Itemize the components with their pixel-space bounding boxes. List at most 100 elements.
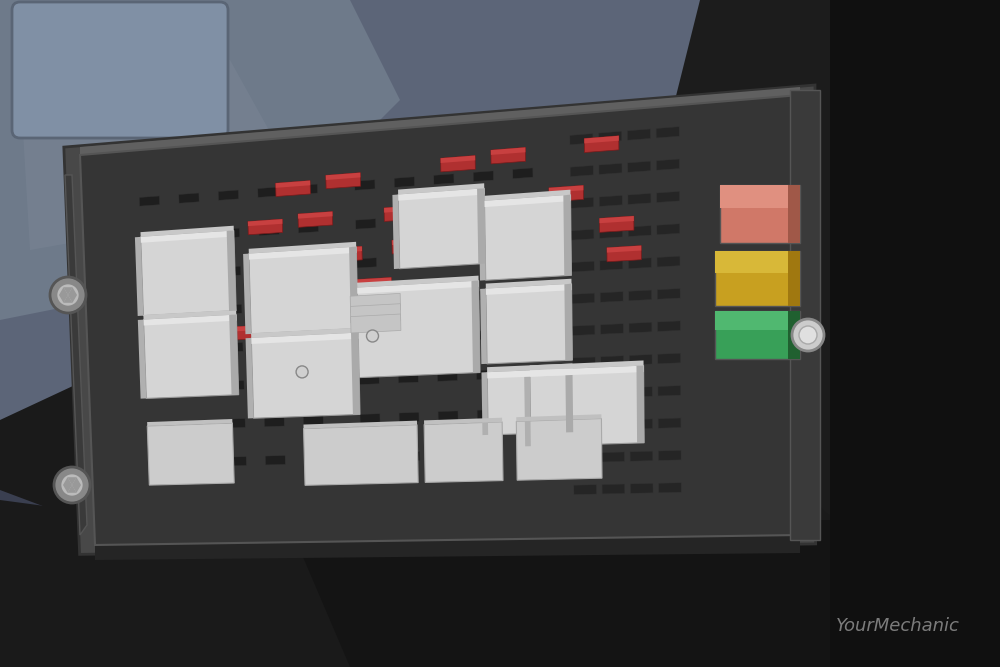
Polygon shape (392, 238, 426, 245)
Polygon shape (427, 198, 462, 205)
Polygon shape (441, 155, 475, 163)
Polygon shape (221, 266, 241, 276)
Polygon shape (135, 237, 143, 316)
Bar (715, 311, 800, 330)
Polygon shape (628, 193, 651, 204)
Polygon shape (68, 477, 76, 485)
Polygon shape (359, 375, 379, 385)
Bar (715, 311, 800, 359)
Polygon shape (572, 325, 595, 336)
Polygon shape (600, 227, 623, 238)
Polygon shape (516, 418, 602, 480)
Polygon shape (303, 416, 323, 426)
Polygon shape (437, 372, 457, 382)
Polygon shape (481, 372, 488, 435)
Polygon shape (628, 161, 651, 172)
Polygon shape (357, 297, 378, 307)
Polygon shape (63, 477, 72, 485)
Polygon shape (223, 342, 243, 352)
Polygon shape (326, 173, 361, 189)
Polygon shape (563, 195, 571, 275)
Polygon shape (395, 216, 415, 227)
Polygon shape (263, 379, 283, 388)
Bar (788, 185, 800, 243)
Polygon shape (182, 306, 203, 316)
Polygon shape (350, 293, 400, 313)
Polygon shape (513, 208, 533, 219)
Polygon shape (479, 201, 486, 281)
Circle shape (56, 283, 80, 307)
Polygon shape (477, 188, 485, 264)
Polygon shape (486, 279, 572, 289)
Polygon shape (659, 483, 681, 493)
Bar (788, 311, 800, 359)
Polygon shape (599, 163, 622, 175)
Polygon shape (222, 304, 242, 314)
Polygon shape (392, 195, 400, 269)
Polygon shape (434, 174, 454, 185)
Polygon shape (59, 287, 68, 295)
Polygon shape (251, 333, 360, 418)
Polygon shape (601, 323, 623, 334)
Polygon shape (477, 410, 497, 420)
Polygon shape (601, 420, 624, 430)
Polygon shape (248, 219, 282, 226)
Polygon shape (298, 211, 333, 227)
Polygon shape (630, 387, 652, 397)
Polygon shape (65, 175, 87, 535)
Polygon shape (349, 247, 358, 329)
Polygon shape (657, 223, 680, 235)
Polygon shape (251, 333, 358, 344)
Polygon shape (179, 193, 199, 203)
Polygon shape (571, 261, 594, 272)
Polygon shape (571, 229, 594, 240)
Polygon shape (564, 283, 572, 360)
Polygon shape (351, 287, 359, 378)
Polygon shape (480, 289, 487, 364)
Polygon shape (351, 314, 401, 333)
Polygon shape (424, 418, 502, 424)
Polygon shape (350, 303, 401, 323)
Polygon shape (384, 205, 419, 213)
Polygon shape (657, 289, 680, 299)
Polygon shape (514, 288, 535, 298)
Polygon shape (326, 173, 360, 180)
Polygon shape (148, 459, 169, 468)
Polygon shape (487, 369, 573, 435)
Polygon shape (63, 485, 72, 493)
Polygon shape (570, 165, 593, 177)
Polygon shape (260, 263, 280, 274)
Polygon shape (68, 295, 77, 303)
Polygon shape (141, 233, 161, 243)
Polygon shape (514, 248, 534, 258)
Polygon shape (237, 325, 271, 331)
Polygon shape (360, 414, 380, 424)
Polygon shape (657, 191, 680, 203)
Polygon shape (476, 370, 497, 380)
Polygon shape (572, 293, 595, 303)
Polygon shape (219, 228, 240, 238)
Polygon shape (298, 211, 333, 219)
FancyBboxPatch shape (12, 2, 228, 138)
Polygon shape (356, 257, 377, 268)
Polygon shape (656, 127, 679, 138)
Polygon shape (276, 181, 310, 197)
Polygon shape (491, 147, 526, 164)
Polygon shape (629, 290, 652, 301)
Polygon shape (80, 87, 800, 155)
Polygon shape (264, 417, 284, 427)
Polygon shape (147, 419, 232, 426)
Polygon shape (486, 283, 572, 295)
Polygon shape (59, 295, 68, 303)
Polygon shape (72, 485, 81, 493)
Polygon shape (301, 339, 321, 348)
Polygon shape (630, 484, 653, 494)
Polygon shape (513, 168, 533, 179)
Polygon shape (565, 369, 573, 432)
Polygon shape (64, 287, 72, 295)
Polygon shape (584, 136, 619, 153)
Polygon shape (357, 275, 479, 287)
Polygon shape (630, 451, 653, 461)
Polygon shape (303, 421, 417, 429)
Polygon shape (657, 256, 680, 267)
